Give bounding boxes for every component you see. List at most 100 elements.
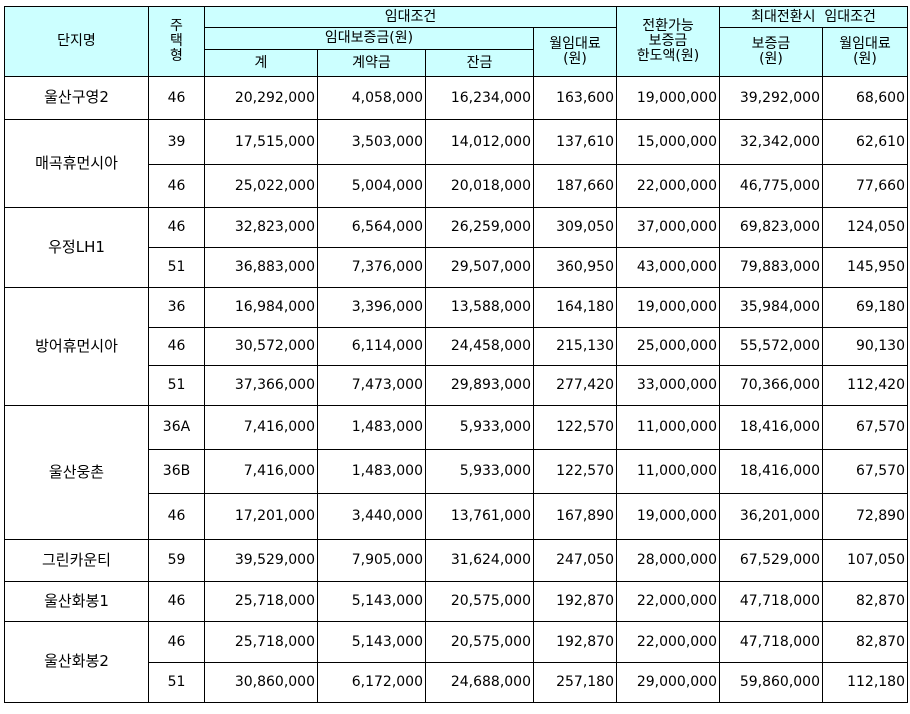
max-deposit-unit: (원) [759,51,783,67]
complex-name-cell: 그린카운티 [4,539,149,582]
max-rent-cell: 82,870 [822,581,908,622]
housing-type-char: 형 [170,47,183,64]
balance-cell: 16,234,000 [425,76,534,120]
contract-cell: 1,483,000 [317,449,426,494]
housing-type-char: 주 [170,18,183,35]
max-rent-cell: 69,180 [822,287,908,328]
table-row: 51 37,366,000 7,473,000 29,893,000 277,420 33… [5,365,908,406]
housing-type-cell: 36A [148,405,205,450]
rent-cell: 277,420 [533,365,617,406]
total-cell: 25,718,000 [204,581,318,622]
rent-cell: 122,570 [533,449,617,494]
header-convertible-limit: 전환가능 보증금 한도액(원) [616,6,720,77]
housing-type-cell: 51 [148,662,205,703]
rent-cell: 164,180 [533,287,617,328]
limit-cell: 37,000,000 [616,207,720,248]
balance-cell: 13,588,000 [425,287,534,328]
housing-type-cell: 36B [148,449,205,494]
housing-type-cell: 39 [148,119,205,165]
max-deposit-cell: 18,416,000 [719,449,823,494]
total-cell: 36,883,000 [204,247,318,288]
total-cell: 17,515,000 [204,119,318,165]
limit-cell: 19,000,000 [616,76,720,120]
max-rent-cell: 67,570 [822,405,908,450]
header-max-monthly-rent: 월임대료 (원) [822,27,908,77]
housing-type-cell: 51 [148,365,205,406]
balance-cell: 5,933,000 [425,405,534,450]
housing-type-cell: 46 [148,76,205,120]
housing-type-cell: 46 [148,621,205,663]
header-max-deposit: 보증금 (원) [719,27,823,77]
monthly-rent-unit: (원) [563,51,587,67]
table-row: 울산화봉2 46 25,718,000 5,143,000 20,575,000 192,… [4,621,908,703]
max-rent-cell: 77,660 [822,164,908,208]
limit-cell: 15,000,000 [616,119,720,165]
table-row: 울산화봉1 46 25,718,000 5,143,000 20,575,000 192,… [4,581,908,622]
complex-name-cell: 울산화봉2 [4,621,149,703]
balance-cell: 31,624,000 [425,539,534,582]
limit-cell: 33,000,000 [616,365,720,406]
balance-cell: 24,458,000 [425,327,534,366]
max-rent-cell: 124,050 [822,207,908,248]
complex-name-cell: 울산구영2 [4,76,149,120]
balance-cell: 5,933,000 [425,449,534,494]
convertible-line3: 한도액(원) [636,47,700,64]
housing-type-cell: 46 [148,493,205,540]
header-balance: 잔금 [425,49,534,77]
header-rental-conditions: 임대조건 [204,6,617,28]
convertible-line2: 보증금 [648,33,688,50]
max-rent-cell: 82,870 [822,621,908,663]
contract-cell: 3,440,000 [317,493,426,540]
total-cell: 7,416,000 [204,449,318,494]
housing-type-cell: 59 [148,539,205,582]
balance-cell: 26,259,000 [425,207,534,248]
limit-cell: 19,000,000 [616,287,720,328]
contract-cell: 5,143,000 [317,621,426,663]
max-rent-cell: 107,050 [822,539,908,582]
header-monthly-rent: 월임대료 (원) [533,27,617,77]
balance-cell: 14,012,000 [425,119,534,165]
balance-cell: 29,507,000 [425,247,534,288]
table-row: 46 25,022,000 5,004,000 20,018,000 187,660 22… [5,164,908,208]
contract-cell: 7,376,000 [317,247,426,288]
rent-cell: 167,890 [533,493,617,540]
max-deposit-cell: 47,718,000 [719,621,823,663]
max-deposit-cell: 39,292,000 [719,76,823,120]
limit-cell: 25,000,000 [616,327,720,366]
max-monthly-rent-label: 월임대료 [839,36,891,53]
total-cell: 30,860,000 [204,662,318,703]
table-row: 46 17,201,000 3,440,000 13,761,000 167,890 19… [5,493,908,540]
complex-name-cell: 울산화봉1 [4,581,149,622]
complex-name-cell: 매곡휴먼시아 [4,119,149,208]
max-rent-cell: 68,600 [822,76,908,120]
rent-cell: 122,570 [533,405,617,450]
max-rent-cell: 112,180 [822,662,908,703]
contract-cell: 4,058,000 [317,76,426,120]
rent-cell: 360,950 [533,247,617,288]
balance-cell: 20,018,000 [425,164,534,208]
convertible-line1: 전환가능 [642,18,694,35]
total-cell: 25,718,000 [204,621,318,663]
table-row: 방어휴먼시아 36 16,984,000 3,396,000 13,588,000 164… [4,287,908,406]
limit-cell: 11,000,000 [616,449,720,494]
table-row: 36B 7,416,000 1,483,000 5,933,000 122,570 11,… [5,449,908,494]
contract-cell: 1,483,000 [317,405,426,450]
header-complex-name: 단지명 [4,6,149,77]
table-row: 울산구영2 46 20,292,000 4,058,000 16,234,000 163,… [4,76,908,120]
complex-name-cell: 울산웅촌 [4,405,149,540]
table-row: 매곡휴먼시아 39 17,515,000 3,503,000 14,012,000 137… [4,119,908,208]
header-total: 계 [204,49,318,77]
limit-cell: 29,000,000 [616,662,720,703]
balance-cell: 24,688,000 [425,662,534,703]
header-contract-deposit: 계약금 [317,49,426,77]
housing-type-cell: 46 [148,581,205,622]
total-cell: 30,572,000 [204,327,318,366]
housing-type-cell: 36 [148,287,205,328]
contract-cell: 6,564,000 [317,207,426,248]
contract-cell: 6,172,000 [317,662,426,703]
max-deposit-cell: 35,984,000 [719,287,823,328]
limit-cell: 22,000,000 [616,164,720,208]
